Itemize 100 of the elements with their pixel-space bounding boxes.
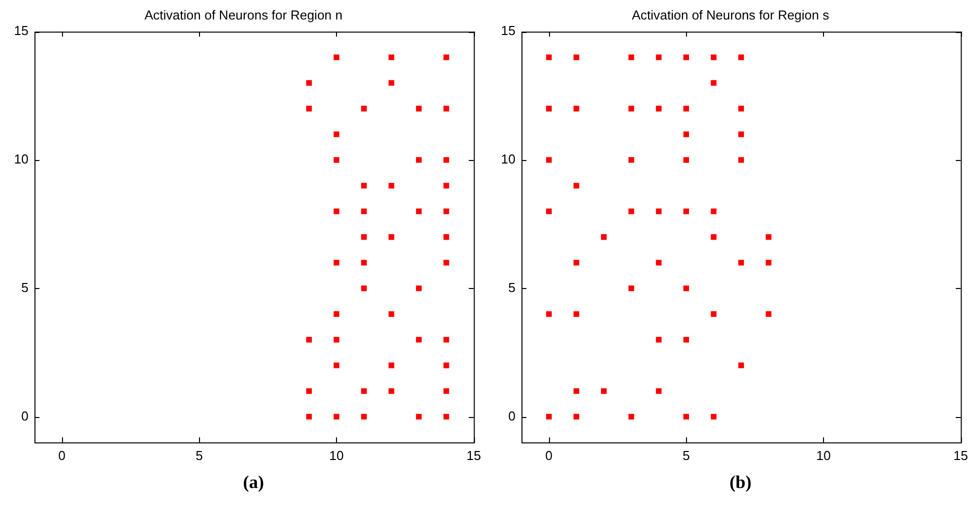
point bbox=[388, 80, 394, 86]
point bbox=[656, 336, 662, 343]
point bbox=[443, 336, 450, 343]
y-tick-label: 5 bbox=[21, 280, 28, 295]
point bbox=[710, 234, 716, 240]
point bbox=[443, 54, 450, 60]
point bbox=[443, 157, 450, 163]
point bbox=[306, 388, 312, 394]
x-tick-label: 10 bbox=[329, 448, 344, 463]
point bbox=[443, 260, 450, 266]
point bbox=[416, 106, 422, 112]
point bbox=[443, 208, 450, 214]
point bbox=[334, 131, 340, 138]
point bbox=[361, 388, 367, 394]
point bbox=[361, 234, 367, 240]
point bbox=[546, 414, 552, 420]
point bbox=[738, 362, 744, 368]
point bbox=[388, 234, 394, 240]
y-tick-label: 5 bbox=[508, 280, 516, 295]
point bbox=[574, 182, 580, 188]
point bbox=[334, 336, 340, 343]
point bbox=[416, 336, 422, 343]
point bbox=[601, 234, 607, 240]
y-tick-label: 10 bbox=[500, 152, 516, 167]
point bbox=[334, 362, 340, 368]
point bbox=[710, 80, 716, 86]
text: (a) bbox=[242, 472, 265, 493]
point bbox=[601, 388, 607, 394]
y-tick-label: 15 bbox=[500, 23, 516, 38]
point bbox=[574, 54, 580, 60]
point bbox=[683, 414, 690, 420]
point bbox=[766, 311, 772, 317]
point bbox=[710, 54, 716, 60]
point bbox=[574, 260, 580, 266]
point bbox=[334, 260, 340, 266]
point bbox=[738, 260, 744, 266]
point bbox=[574, 311, 580, 317]
point bbox=[656, 388, 662, 394]
point bbox=[443, 388, 450, 394]
point bbox=[546, 311, 552, 317]
point bbox=[656, 260, 662, 266]
point bbox=[683, 131, 690, 138]
point bbox=[683, 286, 690, 292]
point bbox=[710, 208, 716, 214]
point bbox=[710, 414, 716, 420]
point bbox=[574, 414, 580, 420]
point bbox=[766, 260, 772, 266]
x-tick-label: 0 bbox=[545, 448, 553, 463]
point bbox=[443, 362, 450, 368]
point bbox=[683, 157, 690, 163]
point bbox=[361, 106, 367, 112]
point bbox=[416, 208, 422, 214]
point bbox=[628, 157, 634, 163]
point bbox=[388, 311, 394, 317]
chart-title: Activation of Neurons for Region n bbox=[144, 7, 342, 22]
x-tick-label: 5 bbox=[682, 448, 690, 463]
point bbox=[416, 157, 422, 163]
point bbox=[306, 414, 312, 420]
point bbox=[306, 336, 312, 343]
point bbox=[361, 182, 367, 188]
x-tick-label: 15 bbox=[466, 448, 482, 463]
point bbox=[574, 106, 580, 112]
x-tick-label: 10 bbox=[816, 448, 831, 463]
point bbox=[306, 80, 312, 86]
point bbox=[766, 234, 772, 240]
point bbox=[656, 54, 662, 60]
point bbox=[683, 208, 690, 214]
point bbox=[361, 208, 367, 214]
point bbox=[443, 234, 450, 240]
point bbox=[710, 311, 716, 317]
chart-title: Activation of Neurons for Region s bbox=[632, 7, 830, 22]
point bbox=[361, 414, 367, 420]
point bbox=[738, 106, 744, 112]
point bbox=[546, 106, 552, 112]
x-tick-label: 15 bbox=[954, 448, 968, 463]
y-tick-label: 10 bbox=[14, 152, 28, 167]
point bbox=[628, 286, 634, 292]
point bbox=[388, 362, 394, 368]
point bbox=[738, 54, 744, 60]
point bbox=[656, 106, 662, 112]
point bbox=[388, 388, 394, 394]
point bbox=[546, 157, 552, 163]
y-tick-label: 0 bbox=[21, 408, 28, 424]
point bbox=[628, 208, 634, 214]
x-tick-label: 5 bbox=[196, 448, 203, 463]
point bbox=[738, 157, 744, 163]
point bbox=[628, 54, 634, 60]
point bbox=[334, 157, 340, 163]
point bbox=[443, 182, 450, 188]
point bbox=[683, 106, 690, 112]
point bbox=[334, 54, 340, 60]
point bbox=[416, 414, 422, 420]
point bbox=[334, 311, 340, 317]
point bbox=[361, 260, 367, 266]
y-tick-label: 15 bbox=[14, 23, 28, 38]
point bbox=[683, 336, 690, 343]
point bbox=[361, 286, 367, 292]
point bbox=[628, 106, 634, 112]
point bbox=[738, 131, 744, 138]
point bbox=[546, 54, 552, 60]
